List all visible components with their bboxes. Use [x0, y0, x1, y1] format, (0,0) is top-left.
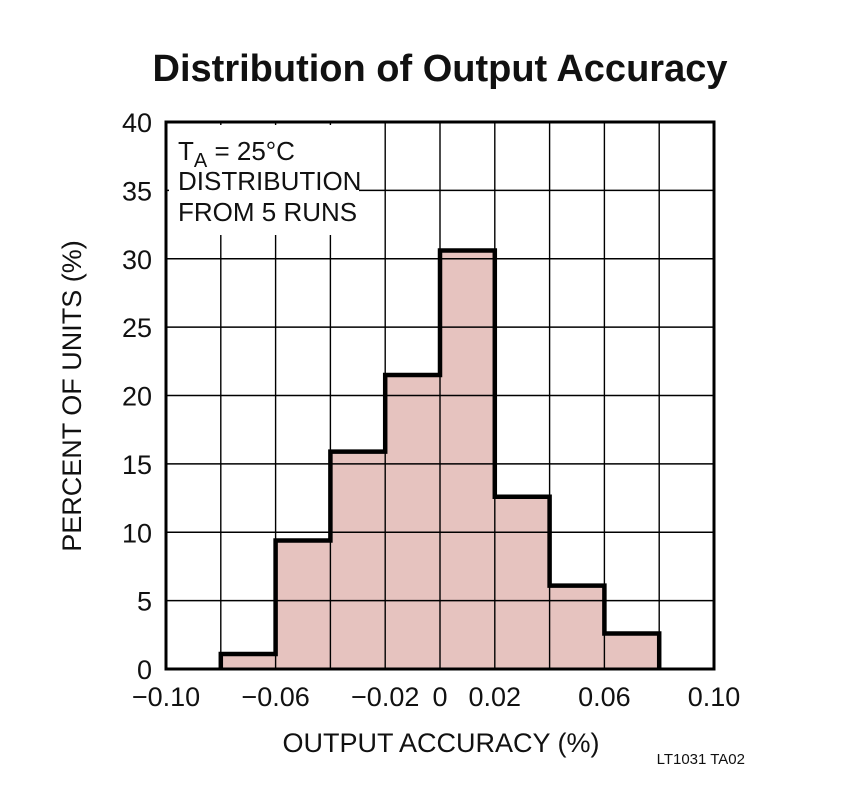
y-tick-labels: 0 5 10 15 20 25 30 35 40	[122, 108, 152, 685]
x-tick-labels: −0.10 −0.06 −0.02 0 0.02 0.06 0.10	[132, 682, 740, 712]
x-tick-label: −0.06	[241, 682, 309, 712]
annotation: TA = 25°C DISTRIBUTION FROM 5 RUNS	[169, 125, 361, 235]
x-axis-label: OUTPUT ACCURACY (%)	[282, 728, 599, 758]
x-tick-label: 0.06	[578, 682, 631, 712]
y-tick-label: 20	[122, 382, 152, 412]
histogram-bars	[220, 250, 660, 670]
histogram-bar-4	[440, 250, 495, 670]
annotation-t: T	[178, 136, 194, 166]
annotation-line-1: TA = 25°C	[178, 136, 295, 172]
histogram-outline	[218, 248, 662, 669]
figure-code: LT1031 TA02	[657, 751, 745, 768]
histogram-bar-0	[220, 653, 276, 669]
annotation-line-2: DISTRIBUTION	[178, 166, 361, 196]
annotation-subscript: A	[194, 150, 208, 172]
histogram-bar-1	[275, 540, 331, 669]
y-tick-label: 5	[137, 587, 152, 617]
y-tick-label: 30	[122, 245, 152, 275]
histogram-bar-6	[549, 585, 605, 669]
x-tick-label: −0.02	[351, 682, 419, 712]
annotation-temperature: = 25°C	[207, 136, 295, 166]
y-tick-label: 15	[122, 450, 152, 480]
annotation-background	[169, 125, 359, 235]
plot-frame	[164, 120, 716, 671]
annotation-line-3: FROM 5 RUNS	[178, 197, 357, 227]
histogram-bar-2	[330, 451, 386, 669]
histogram-bar-3	[385, 374, 440, 669]
y-tick-label: 10	[122, 518, 152, 548]
histogram-step-line	[218, 248, 662, 669]
y-tick-label: 40	[122, 108, 152, 138]
histogram-bar-5	[494, 496, 550, 669]
x-tick-label: 0.02	[469, 682, 522, 712]
y-axis-label: PERCENT OF UNITS (%)	[57, 240, 87, 552]
y-tick-label: 0	[137, 655, 152, 685]
x-tick-label: 0	[432, 682, 447, 712]
y-tick-label: 25	[122, 313, 152, 343]
y-tick-label: 35	[122, 176, 152, 206]
histogram-bar-7	[604, 633, 660, 669]
chart-title: Distribution of Output Accuracy	[153, 48, 728, 90]
x-tick-label: 0.10	[688, 682, 741, 712]
x-tick-label: −0.10	[132, 682, 200, 712]
